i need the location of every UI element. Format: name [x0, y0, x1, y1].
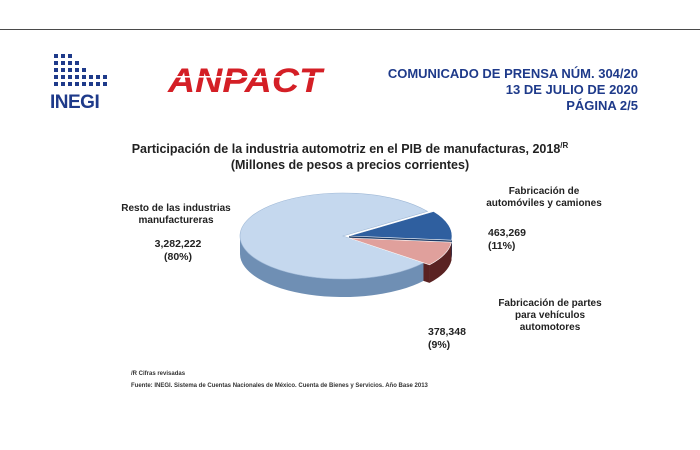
chart-title: Participación de la industria automotriz…	[131, 142, 561, 157]
pie-slice-side-partes	[429, 242, 452, 283]
pie-slice-resto	[239, 192, 429, 280]
footnote-source: Fuente: INEGI. Sistema de Cuentas Nacion…	[131, 383, 428, 389]
slice-value-automoviles: 463,269 (11%)	[488, 227, 526, 252]
press-header: COMUNICADO DE PRENSA NÚM. 304/20 13 DE J…	[388, 66, 638, 114]
inegi-logo: INEGI	[50, 52, 114, 114]
press-release-page: PÁGINA 2/5	[566, 98, 638, 113]
slice-label-resto: Resto de las industrias manufactureras	[121, 203, 231, 226]
inegi-wordmark: INEGI	[50, 92, 100, 113]
pie-slice-automoviles	[348, 211, 453, 241]
anpact-wordmark: ANPACT	[167, 62, 326, 100]
top-rule	[0, 29, 700, 30]
pie-slice-partes	[348, 237, 452, 266]
press-release-date: 13 DE JULIO DE 2020	[505, 82, 638, 97]
slice-label-partes: Fabricación de partes para vehículos aut…	[498, 298, 602, 333]
slice-label-automoviles: Fabricación de automóviles y camiones	[486, 186, 602, 209]
press-release-number: COMUNICADO DE PRENSA NÚM. 304/20	[387, 66, 638, 81]
slice-value-partes: 378,348 (9%)	[428, 326, 466, 351]
chart-title-superscript: /R	[560, 141, 569, 150]
inegi-dots-icon	[54, 54, 107, 86]
chart-title-block: Participación de la industria automotriz…	[0, 138, 700, 173]
slice-value-resto: 3,282,222 (80%)	[154, 238, 202, 263]
chart-subtitle: (Millones de pesos a precios corrientes)	[230, 158, 470, 173]
anpact-logo: ANPACT	[167, 62, 326, 100]
pie-slice-side-resto	[240, 236, 424, 297]
footnote-revised: /R Cifras revisadas	[131, 371, 186, 377]
